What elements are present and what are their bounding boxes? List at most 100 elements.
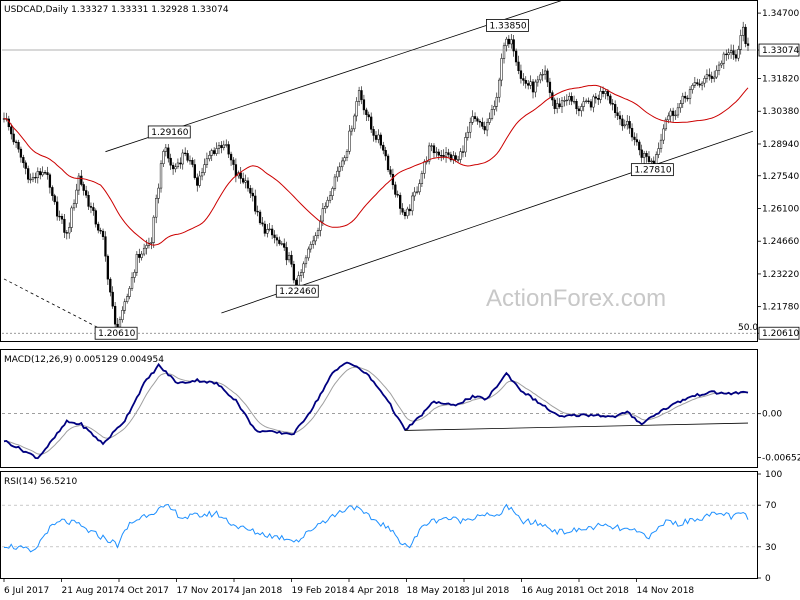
price-label-box — [147, 125, 191, 139]
candle-body — [604, 91, 607, 94]
candle-body — [111, 291, 114, 307]
candle-body — [379, 134, 382, 146]
candle-body — [186, 153, 189, 161]
candle-body — [234, 164, 238, 177]
candle-body — [403, 211, 407, 217]
price-axis-label: 1.21780 — [762, 303, 799, 313]
candle-body — [208, 155, 211, 160]
candle-body — [442, 155, 445, 157]
candle-body — [87, 195, 90, 207]
candle-body — [285, 247, 288, 261]
candle-body — [444, 152, 448, 157]
candle-body — [483, 126, 486, 131]
candle-body — [75, 189, 78, 204]
price-axis-label: 1.28940 — [762, 140, 799, 150]
fib-50-label: 50.0 — [738, 323, 758, 333]
candle-body — [524, 80, 527, 84]
candle-body — [116, 323, 119, 328]
candle-body — [594, 96, 597, 99]
candle-body — [585, 100, 588, 102]
candle-body — [466, 131, 469, 138]
candle-body — [266, 229, 269, 234]
candle-body — [41, 172, 44, 176]
candle-body — [548, 81, 552, 93]
candle-body — [63, 218, 66, 233]
watermark: ActionForex.com — [486, 285, 666, 312]
candle-body — [345, 151, 349, 158]
macd-header: MACD(12,26,9) 0.005129 0.004954 — [4, 355, 164, 365]
rsi-axis-label: 70 — [765, 501, 777, 511]
candle-body — [720, 62, 723, 66]
candle-body — [55, 201, 59, 217]
candle-body — [708, 74, 711, 77]
candle-body — [225, 144, 228, 146]
price-axis-label: 1.30380 — [762, 107, 799, 117]
candle-body — [394, 184, 397, 195]
candle-body — [179, 162, 182, 165]
candle-body — [447, 152, 450, 155]
candle-body — [135, 254, 139, 273]
candle-body — [333, 176, 337, 189]
candle-body — [435, 151, 438, 154]
price-axis-label: 1.26100 — [762, 204, 799, 214]
candle-body — [505, 38, 508, 47]
candle-body — [597, 97, 600, 100]
candle-body — [461, 151, 465, 153]
candle-body — [727, 52, 730, 55]
candle-body — [563, 100, 566, 102]
candle-body — [348, 130, 351, 152]
candle-body — [97, 223, 100, 231]
candle-body — [256, 210, 259, 213]
candle-body — [384, 150, 387, 157]
candle-body — [500, 58, 503, 81]
candle-body — [449, 154, 453, 161]
candle-body — [536, 79, 539, 83]
price-label-4: 1.20610 — [98, 329, 135, 339]
rsi-axis-label: 100 — [765, 470, 782, 480]
candle-body — [621, 118, 624, 127]
candle-body — [164, 147, 167, 152]
candle-body — [543, 70, 547, 75]
candle-body — [420, 173, 424, 184]
candle-body — [529, 81, 532, 86]
candle-body — [512, 39, 515, 52]
candle-body — [640, 149, 643, 158]
candle-body — [246, 180, 250, 189]
candle-body — [60, 216, 64, 220]
candle-body — [575, 101, 578, 110]
candle-body — [101, 230, 105, 237]
candle-body — [478, 120, 482, 123]
candle-body — [430, 145, 433, 147]
x-axis-label: 14 Nov 2018 — [637, 586, 695, 596]
candle-body — [51, 187, 54, 196]
candle-body — [611, 103, 614, 105]
candle-body — [374, 135, 378, 140]
candle-body — [427, 145, 431, 162]
candle-body — [336, 170, 339, 178]
price-axis-box — [758, 326, 800, 340]
candle-body — [142, 247, 146, 255]
candle-body — [169, 157, 172, 166]
candle-body — [659, 139, 663, 149]
candle-body — [215, 148, 218, 154]
candle-body — [717, 64, 721, 71]
candle-body — [698, 83, 701, 86]
candle-body — [510, 39, 513, 45]
candle-body — [193, 164, 196, 178]
candle-body — [744, 26, 747, 44]
candle-body — [217, 145, 221, 149]
candle-body — [150, 242, 153, 244]
candle-body — [370, 116, 373, 130]
candle-body — [80, 175, 83, 185]
candle-body — [423, 161, 426, 174]
candle-body — [693, 82, 697, 86]
price-label-3: 1.22460 — [279, 287, 316, 297]
candle-body — [456, 159, 460, 161]
candle-body — [471, 116, 474, 123]
candle-body — [507, 38, 511, 45]
candle-body — [213, 150, 216, 154]
candle-body — [106, 255, 110, 280]
candle-body — [200, 172, 204, 177]
candle-body — [299, 272, 303, 276]
candle-body — [203, 164, 206, 173]
